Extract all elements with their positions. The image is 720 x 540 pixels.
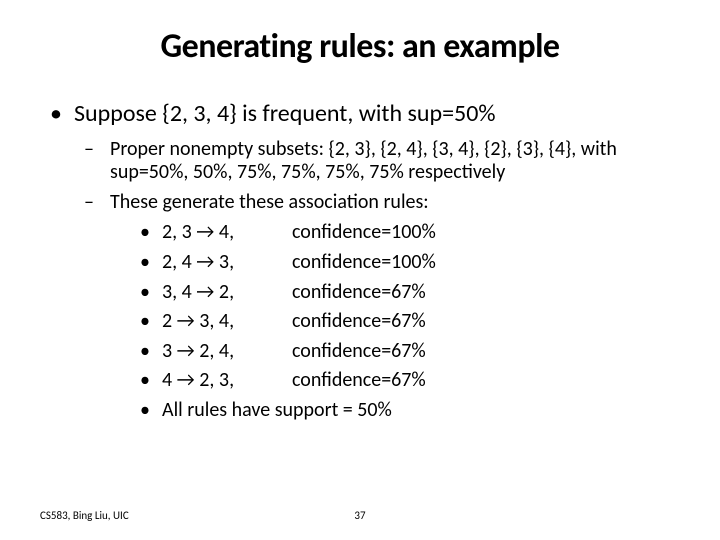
rule-confidence: confidence=67% [292, 339, 426, 363]
bullet-lvl1: Suppose {2, 3, 4} is frequent, with sup=… [50, 100, 670, 128]
rule-confidence: confidence=67% [292, 280, 426, 304]
rule-lhs: 2, 4 → 3, [162, 250, 292, 276]
rule-lhs: 2 → 3, 4, [162, 309, 292, 335]
rule-item: 2, 3 → 4,confidence=100% [140, 220, 670, 246]
footer-page-number: 37 [0, 509, 720, 522]
rules-support-note: All rules have support = 50% [140, 398, 670, 424]
rule-item: 4 → 2, 3,confidence=67% [140, 368, 670, 394]
rule-confidence: confidence=67% [292, 309, 426, 333]
rule-lhs: 3 → 2, 4, [162, 339, 292, 365]
rule-lhs: 3, 4 → 2, [162, 280, 292, 306]
rule-item: 3 → 2, 4,confidence=67% [140, 339, 670, 365]
bullet-lvl2-rules-intro: These generate these association rules: [84, 191, 670, 215]
rule-item: 2, 4 → 3,confidence=100% [140, 250, 670, 276]
bullet-lvl2-subsets: Proper nonempty subsets: {2, 3}, {2, 4},… [84, 138, 670, 185]
rule-lhs: 4 → 2, 3, [162, 368, 292, 394]
rule-item: 2 → 3, 4,confidence=67% [140, 309, 670, 335]
rule-confidence: confidence=67% [292, 368, 426, 392]
rule-lhs: 2, 3 → 4, [162, 220, 292, 246]
rule-item: 3, 4 → 2,confidence=67% [140, 280, 670, 306]
slide-title: Generating rules: an example [0, 26, 720, 67]
rule-confidence: confidence=100% [292, 220, 436, 244]
slide: Generating rules: an example Suppose {2,… [0, 0, 720, 540]
slide-body: Suppose {2, 3, 4} is frequent, with sup=… [50, 100, 670, 428]
rule-confidence: confidence=100% [292, 250, 436, 274]
